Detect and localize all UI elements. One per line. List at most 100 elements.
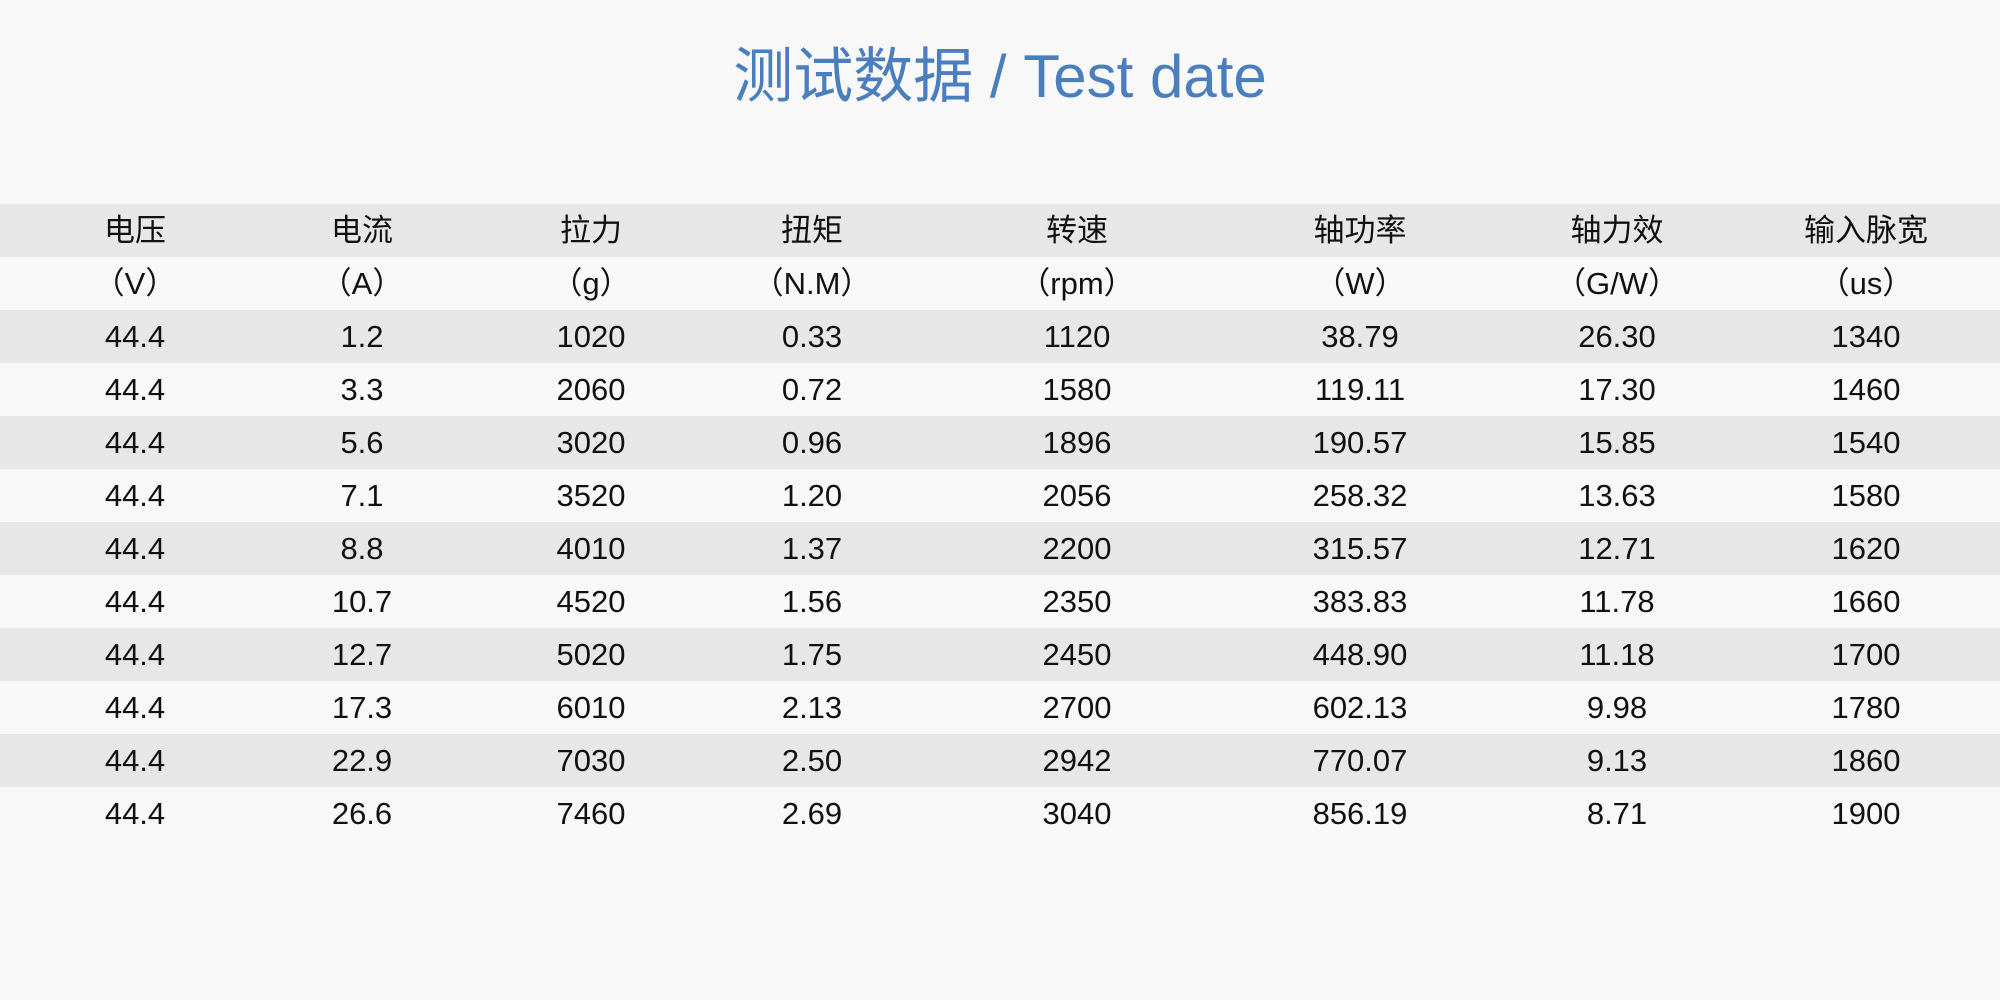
table-cell: 119.11 [1314,372,1406,407]
table-cell: 13.63 [1578,478,1656,513]
table-cell: 1.56 [781,584,843,619]
table-cell: 383.83 [1312,584,1408,619]
table-cell: 1460 [1831,372,1901,407]
table-cell: 12.71 [1578,531,1656,566]
units-row: （V） （A） （g） （N.M） （rpm） （W） （G/W） （us） [0,257,2000,310]
table-cell: 2.13 [781,690,843,725]
column-header: （N.M） [752,266,872,301]
table-cell: 2350 [1042,584,1112,619]
column-header: 扭矩 [781,213,843,248]
table-cell: 3520 [556,478,626,513]
table-cell: 1896 [1042,425,1112,460]
table-cell: 1580 [1042,372,1112,407]
table-row: 44.4 10.7 4520 1.56 2350 383.83 11.78 1660 [0,575,2000,628]
table-row: 44.4 12.7 5020 1.75 2450 448.90 11.18 1700 [0,628,2000,681]
table-cell: 2056 [1042,478,1112,513]
table-cell: 44.4 [104,743,166,778]
table-cell: 1120 [1043,319,1111,354]
table-cell: 26.30 [1578,319,1656,354]
table-cell: 448.90 [1312,637,1408,672]
table-cell: 9.98 [1586,690,1648,725]
table-row: 44.4 7.1 3520 1.20 2056 258.32 13.63 1580 [0,469,2000,522]
table-cell: 3.3 [340,372,384,407]
table-cell: 1780 [1831,690,1901,725]
table-cell: 4520 [556,584,626,619]
column-header: 电压 [104,213,166,248]
table-row: 44.4 1.2 1020 0.33 1120 38.79 26.30 1340 [0,310,2000,363]
table-cell: 17.3 [331,690,393,725]
table-cell: 22.9 [331,743,393,778]
table-cell: 1900 [1831,796,1901,831]
column-header: 输入脉宽 [1804,213,1928,248]
table-cell: 2700 [1042,690,1112,725]
table-cell: 2200 [1042,531,1112,566]
table-row: 44.4 5.6 3020 0.96 1896 190.57 15.85 1540 [0,416,2000,469]
table-cell: 5020 [556,637,626,672]
column-header: （us） [1818,266,1914,301]
table-cell: 44.4 [104,478,166,513]
table-cell: 602.13 [1312,690,1408,725]
table-cell: 190.57 [1312,425,1408,460]
table-cell: 1.2 [340,319,384,354]
table-cell: 8.71 [1586,796,1648,831]
table-cell: 1.20 [781,478,843,513]
table-cell: 4010 [556,531,626,566]
table-row: 44.4 3.3 2060 0.72 1580 119.11 17.30 1460 [0,363,2000,416]
column-header: （g） [551,266,631,301]
table-cell: 11.78 [1579,584,1655,619]
header-row: 电压 电流 拉力 扭矩 转速 轴功率 轴力效 输入脉宽 [0,204,2000,257]
table-row: 44.4 26.6 7460 2.69 3040 856.19 8.71 1900 [0,787,2000,840]
table-cell: 1.37 [781,531,843,566]
table-row: 44.4 22.9 7030 2.50 2942 770.07 9.13 1860 [0,734,2000,787]
table-cell: 856.19 [1312,796,1408,831]
table-cell: 1660 [1831,584,1901,619]
table-cell: 5.6 [340,425,384,460]
table-cell: 1.75 [781,637,843,672]
table-cell: 2060 [556,372,626,407]
table-row: 44.4 17.3 6010 2.13 2700 602.13 9.98 1780 [0,681,2000,734]
table-cell: 44.4 [104,690,166,725]
table-cell: 3020 [556,425,626,460]
table-cell: 1620 [1831,531,1901,566]
column-header: 转速 [1046,213,1108,248]
table-cell: 26.6 [331,796,393,831]
table-cell: 12.7 [331,637,393,672]
table-cell: 7030 [556,743,626,778]
column-header: 电流 [331,213,393,248]
table-cell: 770.07 [1312,743,1408,778]
table-cell: 44.4 [104,531,166,566]
table-cell: 315.57 [1312,531,1408,566]
table-cell: 44.4 [104,584,166,619]
table-row: 44.4 8.8 4010 1.37 2200 315.57 12.71 1620 [0,522,2000,575]
column-header: （rpm） [1019,266,1135,301]
table-cell: 44.4 [104,425,166,460]
table-cell: 1860 [1831,743,1901,778]
column-header: （V） [93,266,177,301]
table-cell: 44.4 [104,637,166,672]
table-cell: 11.18 [1579,637,1655,672]
table-cell: 1540 [1831,425,1901,460]
page-title: 测试数据 / Test date [733,43,1267,110]
table-cell: 1340 [1831,319,1901,354]
table-cell: 1020 [556,319,626,354]
table-cell: 10.7 [331,584,393,619]
table-cell: 9.13 [1586,743,1648,778]
table-cell: 0.33 [781,319,843,354]
table-cell: 8.8 [340,531,384,566]
column-header: （A） [320,266,404,301]
table-cell: 17.30 [1578,372,1656,407]
table-cell: 2942 [1042,743,1112,778]
column-header: 轴力效 [1570,213,1664,248]
table-cell: 2.69 [781,796,843,831]
table-cell: 1700 [1831,637,1901,672]
column-header: （G/W） [1555,266,1679,301]
column-header: （W） [1314,266,1406,301]
table-cell: 44.4 [104,372,166,407]
test-data-table: 电压 电流 拉力 扭矩 转速 轴功率 轴力效 输入脉宽 （V） （A） （g） （N.M） （rpm）（… [0,204,2000,840]
column-header: 轴功率 [1313,213,1407,248]
table-cell: 44.4 [104,319,166,354]
table-cell: 1580 [1831,478,1901,513]
table-cell: 0.72 [781,372,843,407]
column-header: 拉力 [560,213,622,248]
table-cell: 3040 [1042,796,1112,831]
